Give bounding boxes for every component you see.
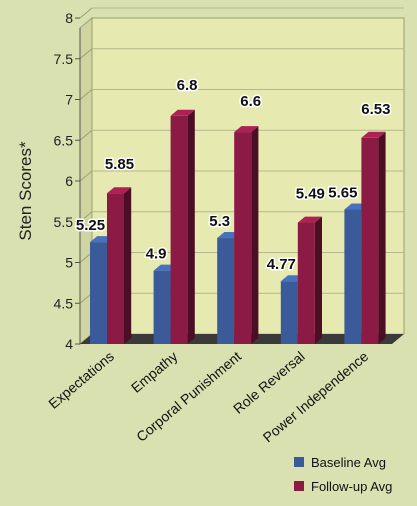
x-tick-label: Corporal Punishment <box>133 348 244 445</box>
y-tick-label: 7 <box>65 92 73 108</box>
bar-top <box>107 187 132 194</box>
data-label: 5.49 <box>296 186 325 203</box>
bar-top <box>361 131 386 138</box>
data-label: 5.65 <box>328 185 357 202</box>
y-tick-label: 6 <box>65 173 73 189</box>
y-axis-title: Sten Scores* <box>16 141 35 241</box>
gridline-side <box>79 89 93 100</box>
gridline-side <box>79 211 93 223</box>
gridline-side <box>79 170 93 182</box>
legend-entry: Baseline Avg <box>311 455 386 470</box>
bar <box>217 238 235 344</box>
bar <box>361 137 379 344</box>
legend-swatch <box>294 481 304 491</box>
y-tick-label: 5.5 <box>54 214 74 230</box>
bar-side <box>378 131 386 344</box>
x-tick-label: Power Independence <box>260 348 372 445</box>
bar <box>107 193 124 344</box>
x-tick-label: Expectations <box>45 348 117 412</box>
bar <box>280 281 298 344</box>
data-label: 6.53 <box>361 101 390 118</box>
gridline-side <box>79 129 93 141</box>
y-tick-label: 7.5 <box>54 51 74 67</box>
bar <box>344 209 362 344</box>
data-label: 6.8 <box>177 77 198 94</box>
bar-top <box>234 126 259 133</box>
bar <box>90 242 107 344</box>
bar-side <box>124 187 132 344</box>
bar <box>153 270 171 344</box>
data-label: 5.85 <box>105 156 134 173</box>
y-tick-label: 5 <box>65 255 73 271</box>
legend-entry: Follow-up Avg <box>311 479 392 494</box>
bar <box>297 222 315 344</box>
data-label: 5.25 <box>76 217 105 234</box>
gridline-side <box>79 48 93 60</box>
bar-top <box>170 109 195 116</box>
gridline-side <box>79 7 93 19</box>
data-label: 5.3 <box>209 213 230 230</box>
bar-top <box>297 216 322 223</box>
data-label: 4.77 <box>267 256 296 273</box>
bar-side <box>251 126 259 344</box>
data-label: 4.9 <box>146 246 167 263</box>
y-tick-label: 6.5 <box>54 132 74 148</box>
data-label: 6.6 <box>240 93 261 110</box>
bar-side <box>314 216 322 344</box>
bar <box>170 115 188 344</box>
y-tick-label: 4 <box>65 336 73 352</box>
bar-side <box>187 109 195 344</box>
x-tick-label: Empathy <box>128 348 181 396</box>
legend-swatch <box>294 457 304 467</box>
bar <box>234 132 252 344</box>
y-tick-label: 4.5 <box>54 295 74 311</box>
y-tick-label: 8 <box>65 10 73 26</box>
